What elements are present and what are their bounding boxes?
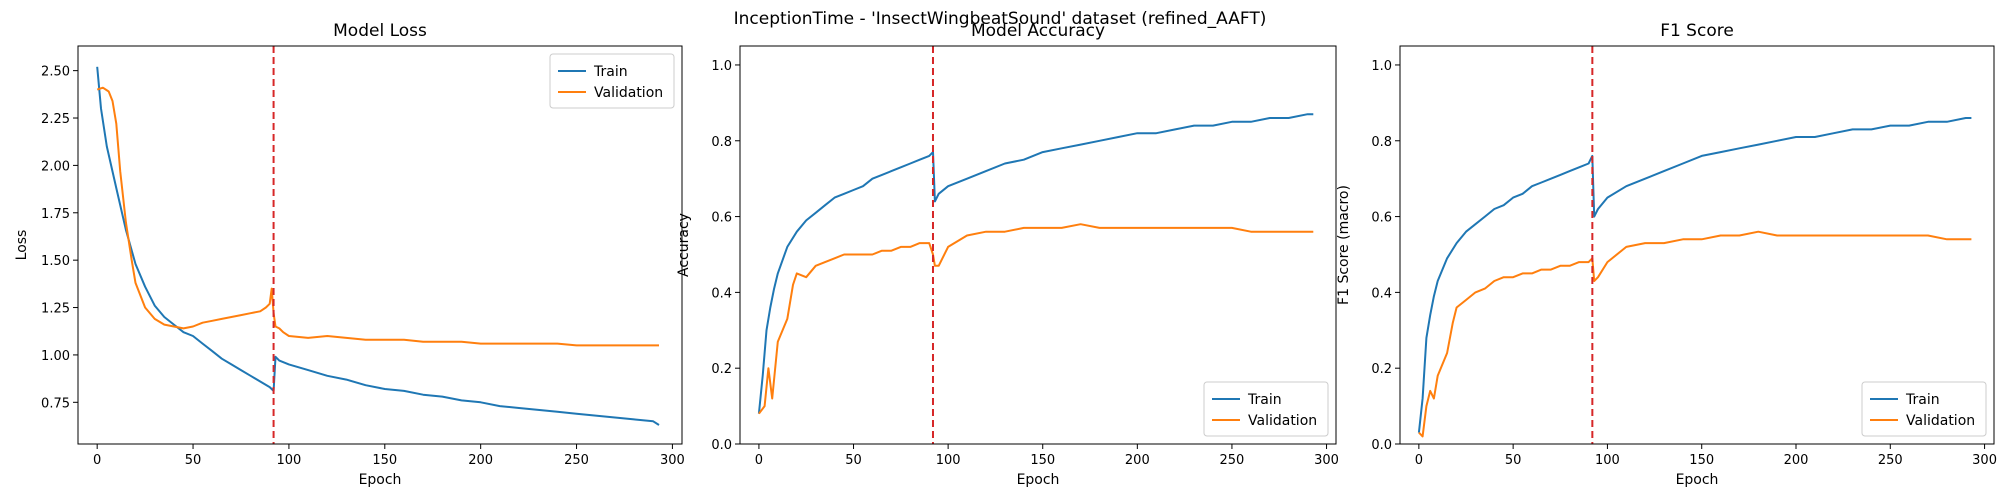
y-tick-label: 1.75 xyxy=(41,207,70,222)
x-tick-label: 250 xyxy=(1220,453,1245,468)
y-tick-label: 0.2 xyxy=(1371,362,1392,377)
train-series-line xyxy=(757,113,1314,414)
y-tick-label: 0.8 xyxy=(1371,135,1392,150)
y-tick-label: 0.4 xyxy=(1371,286,1392,301)
x-tick-label: 200 xyxy=(1784,453,1809,468)
y-tick-label: 0.0 xyxy=(1371,438,1392,453)
y-axis-label: Accuracy xyxy=(676,213,692,277)
legend-box xyxy=(1203,381,1329,437)
figure-suptitle: InceptionTime - 'InsectWingbeatSound' da… xyxy=(734,9,1267,29)
chart-title: Model Accuracy xyxy=(971,21,1105,41)
x-tick-label: 300 xyxy=(660,453,685,468)
axes-frame xyxy=(77,45,683,445)
x-tick-label: 50 xyxy=(185,453,202,468)
x-tick-label: 150 xyxy=(372,453,397,468)
x-tick-label: 150 xyxy=(1689,453,1714,468)
x-tick-label: 250 xyxy=(564,453,589,468)
y-tick-label: 0.6 xyxy=(711,211,732,226)
legend-validation-label: Validation xyxy=(1906,413,1975,429)
accuracy-panel: Model Accuracy 0 50 100 150 200 250 300 0.0 0.2 0.… xyxy=(676,21,1339,488)
axes-frame xyxy=(739,45,1337,445)
x-axis-label: Epoch xyxy=(1017,472,1060,488)
legend: Train Validation xyxy=(1861,381,1987,437)
y-tick-label: 0.2 xyxy=(711,362,732,377)
y-tick-label: 1.0 xyxy=(1371,59,1392,74)
legend-train-label: Train xyxy=(593,64,628,80)
x-axis-label: Epoch xyxy=(359,472,402,488)
legend: Train Validation xyxy=(549,53,675,109)
x-tick-label: 100 xyxy=(277,453,302,468)
x-tick-label: 0 xyxy=(1415,453,1423,468)
validation-series-line xyxy=(96,86,659,347)
chart-title: Model Loss xyxy=(333,21,427,41)
x-tick-label: 150 xyxy=(1030,453,1055,468)
chart-title: F1 Score xyxy=(1660,21,1734,41)
legend-box xyxy=(549,53,675,109)
legend-train-label: Train xyxy=(1905,392,1940,408)
y-tick-label: 1.50 xyxy=(41,254,70,269)
y-tick-label: 0.75 xyxy=(41,396,70,411)
y-tick-label: 0.4 xyxy=(711,286,732,301)
x-axis-label: Epoch xyxy=(1676,472,1719,488)
train-series-line xyxy=(1417,117,1972,433)
x-tick-label: 0 xyxy=(755,453,763,468)
x-tick-label: 100 xyxy=(936,453,961,468)
axes-frame xyxy=(1399,45,1995,445)
plot-area xyxy=(96,46,660,444)
x-tick-label: 300 xyxy=(1972,453,1997,468)
y-tick-label: 1.0 xyxy=(711,59,732,74)
x-tick-label: 50 xyxy=(845,453,862,468)
legend-train-label: Train xyxy=(1247,392,1282,408)
y-tick-label: 0.8 xyxy=(711,135,732,150)
legend-box xyxy=(1861,381,1987,437)
y-tick-label: 2.00 xyxy=(41,159,70,174)
y-tick-label: 1.00 xyxy=(41,349,70,364)
legend-validation-label: Validation xyxy=(594,85,663,101)
y-tick-label: 0.0 xyxy=(711,438,732,453)
x-tick-label: 0 xyxy=(93,453,101,468)
y-tick-label: 2.25 xyxy=(41,112,70,127)
train-series-line xyxy=(96,66,660,426)
legend: Train Validation xyxy=(1203,381,1329,437)
y-tick-label: 0.6 xyxy=(1371,211,1392,226)
plot-area xyxy=(1417,46,1972,444)
legend-validation-label: Validation xyxy=(1248,413,1317,429)
y-tick-label: 2.50 xyxy=(41,65,70,80)
x-tick-label: 200 xyxy=(468,453,493,468)
x-tick-label: 100 xyxy=(1595,453,1620,468)
f1-panel: F1 Score 0 50 100 150 200 250 300 0.0 0.2 0.4 0.6 0.… xyxy=(1336,21,1997,488)
x-tick-label: 250 xyxy=(1878,453,1903,468)
y-axis-label: Loss xyxy=(14,230,30,261)
loss-panel: Model Loss 0 50 100 150 200 250 300 0.75 1.00 1.25… xyxy=(14,21,685,488)
y-tick-label: 1.25 xyxy=(41,302,70,317)
y-axis-label: F1 Score (macro) xyxy=(1336,185,1352,305)
x-tick-label: 300 xyxy=(1314,453,1339,468)
plot-area xyxy=(757,46,1314,444)
x-tick-label: 200 xyxy=(1125,453,1150,468)
x-tick-label: 50 xyxy=(1505,453,1522,468)
